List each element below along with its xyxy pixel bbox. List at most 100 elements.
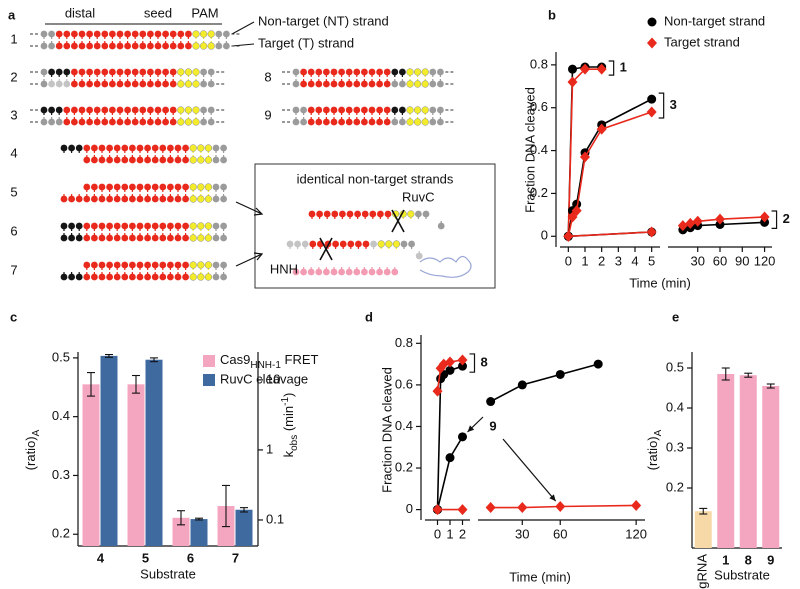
bead	[300, 68, 307, 76]
x-tick-label: 0	[565, 253, 572, 268]
bead	[200, 80, 208, 88]
panel-label: e	[672, 309, 679, 324]
strand-label: Non-target (NT) strand	[258, 13, 389, 28]
bead	[406, 80, 414, 88]
bead	[55, 80, 63, 88]
bead	[177, 68, 185, 76]
marker	[647, 17, 657, 27]
bead	[207, 106, 215, 114]
bead	[55, 106, 63, 114]
bead	[353, 106, 361, 114]
bead	[159, 144, 167, 152]
bead	[78, 106, 86, 114]
bead	[207, 42, 215, 50]
bead	[200, 118, 208, 126]
bead	[68, 222, 75, 230]
bead	[184, 106, 193, 114]
marker	[580, 151, 590, 163]
bead	[121, 234, 129, 242]
bead	[406, 68, 414, 76]
bead	[113, 261, 121, 269]
bead	[220, 273, 228, 281]
group-label: 2	[783, 211, 790, 226]
bead	[144, 156, 152, 164]
bead	[68, 234, 75, 242]
bead	[399, 80, 406, 88]
bead	[197, 273, 205, 281]
bead	[106, 183, 113, 191]
bead	[109, 80, 116, 88]
bead	[101, 118, 109, 126]
bead	[339, 210, 346, 218]
region-header: distal	[65, 5, 95, 20]
bead	[106, 261, 113, 269]
bead	[129, 273, 136, 281]
bead	[330, 118, 338, 126]
y-tick-label: 0.5	[666, 359, 684, 374]
bead	[63, 42, 71, 50]
bead	[391, 118, 399, 126]
bead	[197, 222, 205, 230]
marker	[647, 94, 657, 104]
y2-axis-label-part: )	[281, 393, 296, 397]
bead	[220, 195, 228, 203]
bead	[98, 144, 106, 152]
marker	[458, 361, 467, 371]
bead	[331, 210, 339, 218]
y2-tick-label: 1	[266, 441, 273, 456]
x-tick-label: 6	[187, 550, 194, 565]
x-tick-label: 1	[446, 526, 453, 541]
bead	[116, 30, 124, 38]
bead	[60, 195, 68, 203]
bead	[189, 183, 197, 191]
row-label: 8	[264, 69, 271, 84]
y-tick-label: 0.2	[666, 479, 684, 494]
bead	[223, 30, 230, 38]
bead	[91, 195, 98, 203]
bead	[376, 118, 383, 126]
y-tick-label: 0.4	[666, 399, 684, 414]
bead	[116, 68, 124, 76]
bead	[106, 222, 113, 230]
bead	[144, 273, 152, 281]
bead	[184, 68, 193, 76]
bead	[182, 222, 190, 230]
bead	[147, 68, 154, 76]
bead	[323, 268, 330, 276]
marker	[445, 356, 455, 368]
bead	[413, 80, 422, 88]
marker	[432, 504, 443, 516]
bead	[316, 210, 323, 218]
legend-label-part: Cas9	[220, 352, 250, 367]
bead	[200, 68, 208, 76]
y2-axis-label-part: -1	[280, 397, 291, 406]
sgrna	[419, 255, 472, 278]
bead	[78, 80, 86, 88]
marker	[596, 63, 607, 75]
bead	[330, 80, 338, 88]
bead	[91, 144, 98, 152]
bead	[136, 195, 144, 203]
bead	[182, 183, 190, 191]
bead	[71, 106, 78, 114]
bead	[159, 273, 167, 281]
bead	[345, 106, 353, 114]
bead	[131, 106, 139, 114]
y2-axis-label: kobs (min-1)	[280, 393, 300, 458]
bead	[315, 268, 323, 276]
arrow-head	[467, 425, 475, 432]
bead	[292, 68, 300, 76]
bead	[437, 106, 444, 114]
bead	[169, 80, 177, 88]
bead	[109, 30, 116, 38]
bead	[167, 222, 174, 230]
bead	[91, 183, 98, 191]
bead	[169, 106, 177, 114]
bead	[106, 195, 113, 203]
marker	[458, 432, 467, 442]
bead	[421, 106, 429, 114]
bead	[154, 118, 162, 126]
marker	[759, 211, 770, 223]
bead	[55, 42, 63, 50]
bead	[192, 42, 200, 50]
